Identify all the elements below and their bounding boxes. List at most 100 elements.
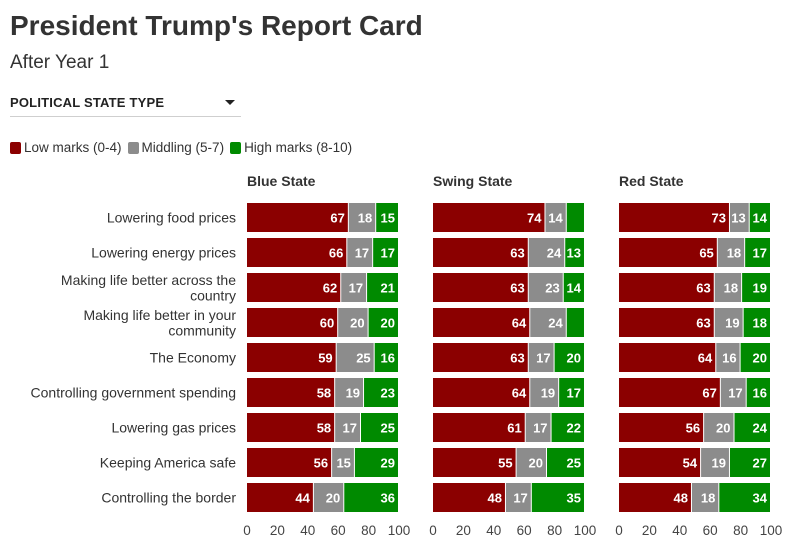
bar-red-state-lowering-energy-prices-middling	[717, 238, 745, 267]
x-tick-swing-state-80: 80	[547, 523, 562, 538]
bar-label-red-state-making-life-better-across-the-country-high: 19	[753, 281, 767, 296]
bar-label-swing-state-keeping-america-safe-low: 55	[498, 456, 512, 471]
bar-label-red-state-lowering-food-prices-high: 14	[753, 211, 768, 226]
bar-red-state-lowering-energy-prices-low	[619, 238, 717, 267]
bar-blue-state-controlling-the-border-high	[344, 483, 398, 512]
bar-red-state-controlling-government-spending-middling	[720, 378, 746, 407]
bar-label-red-state-controlling-the-border-middling: 18	[701, 491, 715, 506]
panel-title-blue-state: Blue State	[247, 173, 316, 189]
category-label-controlling-government-spending: Controlling government spending	[31, 385, 236, 401]
bar-label-red-state-controlling-government-spending-low: 67	[702, 386, 716, 401]
bar-label-swing-state-making-life-better-across-the-country-middling: 23	[545, 281, 559, 296]
chart-subtitle: After Year 1	[10, 52, 110, 73]
bar-swing-state-controlling-the-border-low	[433, 483, 505, 512]
bar-label-red-state-controlling-the-border-high: 34	[753, 491, 768, 506]
bar-blue-state-lowering-food-prices-middling	[348, 203, 376, 232]
bar-swing-state-lowering-energy-prices-middling	[528, 238, 565, 267]
bar-swing-state-making-life-better-across-the-country-high	[563, 273, 584, 302]
bar-swing-state-the-economy-middling	[528, 343, 554, 372]
bar-red-state-keeping-america-safe-high	[729, 448, 770, 477]
legend-item-low: Low marks (0-4)	[10, 140, 122, 155]
bar-label-blue-state-making-life-better-across-the-country-middling: 17	[349, 281, 363, 296]
bar-swing-state-keeping-america-safe-high	[547, 448, 584, 477]
bar-red-state-making-life-better-in-your-community-high	[743, 308, 770, 337]
bar-blue-state-keeping-america-safe-low	[247, 448, 332, 477]
bar-red-state-controlling-the-border-middling	[691, 483, 719, 512]
bar-red-state-controlling-government-spending-high	[746, 378, 770, 407]
bar-blue-state-keeping-america-safe-high	[354, 448, 398, 477]
bar-label-red-state-lowering-food-prices-low: 73	[711, 211, 725, 226]
x-tick-blue-state-60: 60	[331, 523, 346, 538]
bar-label-swing-state-controlling-government-spending-low: 64	[512, 386, 527, 401]
bar-label-red-state-lowering-energy-prices-high: 17	[753, 246, 767, 261]
bar-label-blue-state-the-economy-high: 16	[381, 351, 395, 366]
x-tick-blue-state-40: 40	[300, 523, 315, 538]
bar-label-blue-state-lowering-energy-prices-low: 66	[329, 246, 343, 261]
bar-blue-state-lowering-energy-prices-low	[247, 238, 347, 267]
bar-swing-state-making-life-better-across-the-country-low	[433, 273, 528, 302]
bar-swing-state-making-life-better-in-your-community-middling	[530, 308, 566, 337]
legend-swatch-low	[10, 141, 21, 154]
bar-label-red-state-keeping-america-safe-low: 54	[683, 456, 698, 471]
x-tick-swing-state-100: 100	[574, 523, 597, 538]
category-label-making-life-better-across-the-country: Making life better across the country	[61, 272, 236, 304]
bar-label-red-state-lowering-gas-prices-middling: 20	[716, 421, 730, 436]
bar-blue-state-making-life-better-in-your-community-high	[368, 308, 398, 337]
bar-blue-state-lowering-gas-prices-middling	[335, 413, 360, 442]
legend-item-high: High marks (8-10)	[230, 140, 352, 155]
bar-label-red-state-lowering-food-prices-middling: 13	[731, 211, 745, 226]
bar-swing-state-controlling-the-border-high	[531, 483, 584, 512]
bar-blue-state-lowering-food-prices-high	[376, 203, 398, 232]
bar-label-swing-state-lowering-gas-prices-low: 61	[507, 421, 521, 436]
x-tick-red-state-60: 60	[703, 523, 718, 538]
bar-label-blue-state-lowering-energy-prices-high: 17	[381, 246, 395, 261]
x-tick-blue-state-20: 20	[270, 523, 285, 538]
bar-swing-state-lowering-gas-prices-middling	[525, 413, 551, 442]
bar-label-blue-state-lowering-food-prices-low: 67	[330, 211, 344, 226]
bar-red-state-controlling-government-spending-low	[619, 378, 720, 407]
bar-blue-state-controlling-the-border-low	[247, 483, 313, 512]
x-tick-red-state-100: 100	[760, 523, 783, 538]
bar-blue-state-controlling-the-border-middling	[313, 483, 344, 512]
bar-red-state-controlling-the-border-low	[619, 483, 691, 512]
political-state-type-dropdown[interactable]: POLITICAL STATE TYPE	[10, 94, 241, 117]
bar-label-blue-state-making-life-better-across-the-country-high: 21	[381, 281, 395, 296]
x-tick-swing-state-40: 40	[486, 523, 501, 538]
bar-label-red-state-controlling-government-spending-high: 16	[753, 386, 767, 401]
bar-swing-state-the-economy-high	[554, 343, 584, 372]
bar-label-red-state-lowering-energy-prices-low: 65	[699, 246, 713, 261]
bar-blue-state-the-economy-low	[247, 343, 336, 372]
bar-swing-state-controlling-the-border-middling	[505, 483, 531, 512]
bar-label-blue-state-controlling-the-border-middling: 20	[326, 491, 340, 506]
x-tick-swing-state-20: 20	[456, 523, 471, 538]
bar-label-blue-state-controlling-government-spending-low: 58	[317, 386, 331, 401]
bar-label-red-state-lowering-gas-prices-high: 24	[753, 421, 768, 436]
bar-red-state-making-life-better-across-the-country-high	[742, 273, 770, 302]
x-tick-swing-state-0: 0	[429, 523, 437, 538]
bar-label-swing-state-the-economy-middling: 17	[536, 351, 550, 366]
legend-label-middling: Middling (5-7)	[141, 140, 225, 155]
bar-blue-state-lowering-energy-prices-middling	[347, 238, 373, 267]
chevron-down-icon	[225, 100, 235, 105]
bar-swing-state-keeping-america-safe-low	[433, 448, 516, 477]
bar-red-state-lowering-gas-prices-low	[619, 413, 704, 442]
bar-red-state-lowering-gas-prices-middling	[704, 413, 734, 442]
bar-label-swing-state-keeping-america-safe-high: 25	[567, 456, 581, 471]
bar-label-blue-state-lowering-gas-prices-high: 25	[381, 421, 395, 436]
bar-label-swing-state-making-life-better-in-your-community-low: 64	[512, 316, 527, 331]
bar-label-swing-state-lowering-energy-prices-low: 63	[510, 246, 524, 261]
bar-blue-state-lowering-gas-prices-high	[361, 413, 398, 442]
bar-label-swing-state-controlling-government-spending-high: 17	[567, 386, 581, 401]
x-tick-swing-state-60: 60	[517, 523, 532, 538]
bar-red-state-keeping-america-safe-middling	[701, 448, 729, 477]
dropdown-label: POLITICAL STATE TYPE	[10, 95, 165, 110]
bar-blue-state-the-economy-high	[374, 343, 398, 372]
bar-label-blue-state-lowering-energy-prices-middling: 17	[355, 246, 369, 261]
legend: Low marks (0-4) Middling (5-7) High mark…	[10, 140, 358, 155]
bar-label-swing-state-making-life-better-in-your-community-middling: 24	[548, 316, 563, 331]
category-label-controlling-the-border: Controlling the border	[101, 490, 236, 506]
bar-swing-state-lowering-energy-prices-high	[565, 238, 584, 267]
bar-label-red-state-making-life-better-in-your-community-middling: 19	[725, 316, 739, 331]
bar-swing-state-lowering-food-prices-middling	[545, 203, 566, 232]
